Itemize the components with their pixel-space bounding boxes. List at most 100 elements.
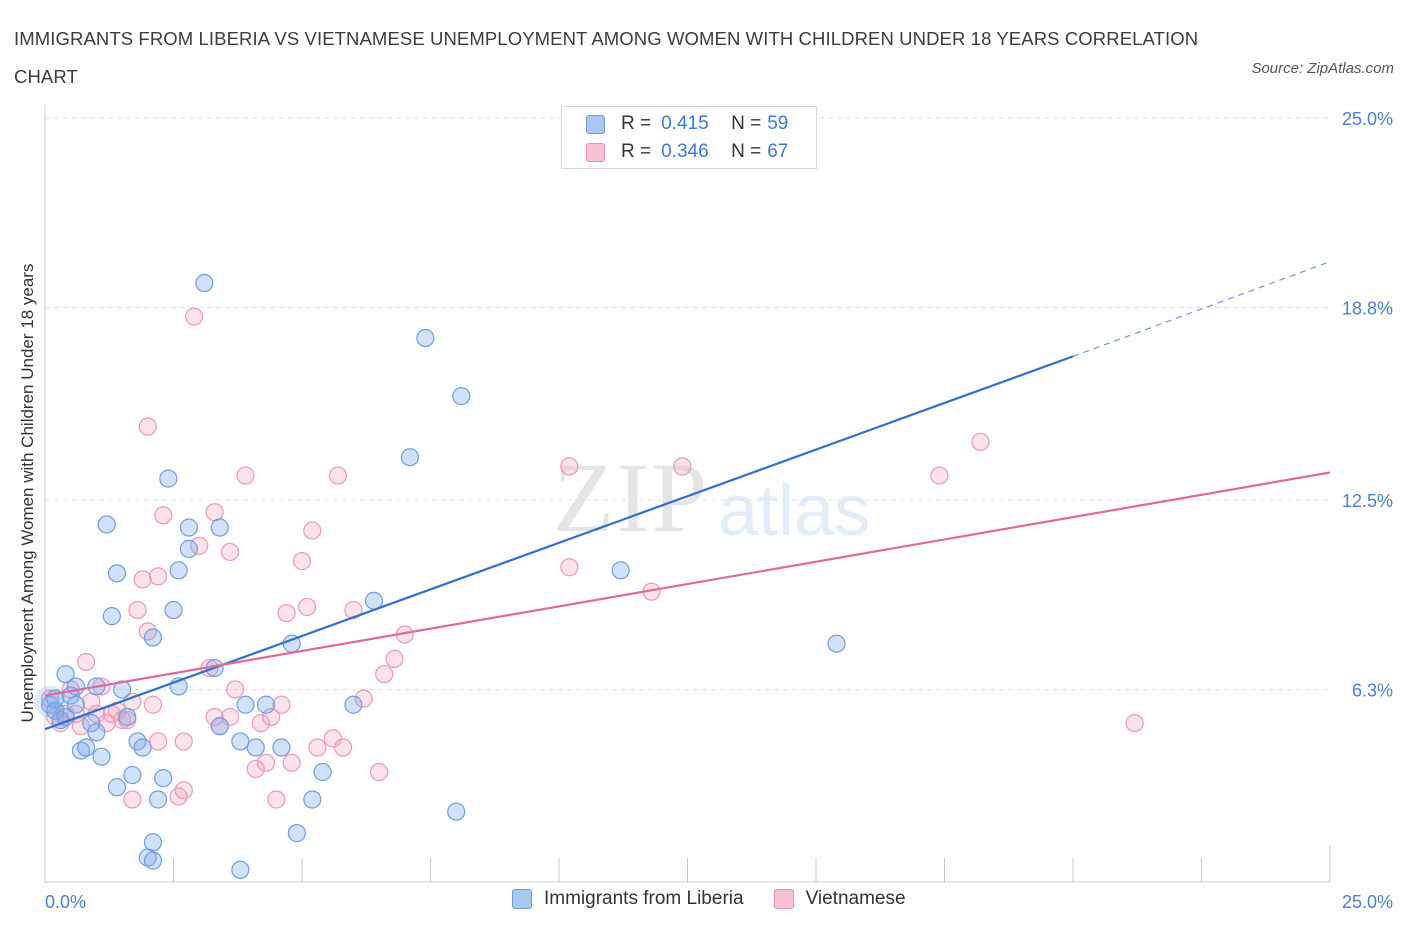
data-point-vietnamese: [385, 649, 404, 669]
data-point-liberia: [97, 515, 116, 534]
axes: [44, 105, 1331, 883]
data-point-liberia: [272, 738, 291, 757]
data-point-liberia: [344, 695, 363, 714]
data-point-vietnamese: [334, 738, 353, 757]
data-point-liberia: [827, 634, 846, 653]
data-point-liberia: [87, 723, 106, 742]
data-point-liberia: [66, 695, 85, 714]
data-point-vietnamese: [205, 707, 224, 727]
legend-n-value-vietnamese: 67: [767, 141, 789, 162]
data-point-vietnamese: [246, 759, 265, 779]
legend-label-liberia: Immigrants from Liberia: [544, 888, 744, 909]
data-point-liberia: [303, 790, 322, 809]
source-label: Source: ZipAtlas.com: [1251, 60, 1394, 77]
legend-n-label: N =: [731, 141, 762, 162]
data-point-vietnamese: [148, 567, 168, 586]
data-point-vietnamese: [308, 738, 327, 757]
data-point-liberia: [231, 732, 250, 751]
series-legend: Immigrants from Liberia Vietnamese: [512, 888, 936, 910]
data-point-liberia: [452, 386, 471, 406]
data-point-liberia: [210, 717, 229, 736]
data-point-vietnamese: [375, 665, 394, 684]
legend-label-vietnamese: Vietnamese: [805, 888, 906, 909]
data-point-vietnamese: [71, 717, 91, 736]
data-point-vietnamese: [323, 729, 342, 748]
data-point-vietnamese: [133, 570, 152, 589]
legend-n-value-liberia: 59: [767, 113, 789, 134]
tick-labels: 6.3% 12.5% 18.8% 25.0% 0.0% 25.0%: [45, 109, 1393, 912]
data-point-vietnamese: [292, 552, 312, 571]
data-point-liberia: [123, 765, 142, 785]
data-point-liberia: [112, 680, 132, 699]
data-point-vietnamese: [77, 652, 96, 672]
trend-line-liberia: [44, 355, 1074, 731]
data-point-liberia: [179, 518, 199, 537]
legend-item-vietnamese: Vietnamese: [773, 888, 906, 910]
y-tick-label: 18.8%: [1342, 298, 1393, 318]
data-point-vietnamese: [971, 432, 990, 452]
data-point-liberia: [231, 860, 250, 879]
legend-r-value-vietnamese: 0.346: [661, 141, 709, 162]
legend-r-value-liberia: 0.415: [661, 113, 709, 134]
legend-item-liberia: Immigrants from Liberia: [512, 888, 744, 910]
data-point-liberia: [82, 713, 101, 733]
data-point-vietnamese: [138, 417, 157, 436]
data-point-liberia: [256, 695, 276, 714]
x-tick-label: 0.0%: [45, 892, 86, 912]
grid-lines: [45, 117, 1330, 690]
legend-swatch-liberia: [512, 889, 532, 909]
data-point-vietnamese: [205, 503, 224, 522]
data-point-vietnamese: [370, 762, 389, 782]
data-point-vietnamese: [174, 781, 193, 800]
x-tick-label: 25.0%: [1342, 892, 1393, 912]
data-points: [34, 121, 1144, 879]
correlation-legend: R = 0.415 N = 59 R = 0.346 N = 67: [561, 106, 817, 169]
data-point-vietnamese: [251, 713, 270, 733]
data-point-vietnamese: [256, 753, 276, 772]
data-point-vietnamese: [560, 457, 579, 476]
data-point-liberia: [148, 790, 168, 809]
data-point-vietnamese: [236, 466, 255, 485]
data-point-vietnamese: [298, 597, 317, 617]
data-point-vietnamese: [220, 707, 240, 727]
data-point-vietnamese: [184, 307, 204, 326]
data-point-vietnamese: [354, 689, 373, 708]
data-point-liberia: [143, 833, 163, 852]
data-point-liberia: [236, 695, 255, 714]
data-point-liberia: [46, 701, 65, 720]
data-point-liberia: [102, 607, 121, 626]
data-point-liberia: [210, 518, 229, 537]
data-point-liberia: [118, 707, 137, 727]
y-tick-label: 12.5%: [1342, 491, 1393, 511]
data-point-liberia: [179, 539, 199, 558]
legend-n-label: N =: [731, 113, 762, 134]
data-point-liberia: [164, 600, 183, 620]
data-point-liberia: [287, 824, 306, 843]
data-point-liberia: [169, 561, 188, 580]
data-point-liberia: [447, 802, 466, 821]
data-point-vietnamese: [154, 506, 173, 525]
data-point-liberia: [143, 628, 163, 647]
data-point-vietnamese: [123, 790, 142, 809]
legend-row-liberia: R = 0.415 N = 59: [586, 111, 788, 137]
trend-line-vietnamese: [44, 471, 1331, 697]
data-point-vietnamese: [673, 457, 692, 476]
data-point-vietnamese: [930, 466, 949, 485]
data-point-liberia: [195, 273, 214, 293]
legend-row-vietnamese: R = 0.346 N = 67: [586, 139, 788, 165]
data-point-liberia: [71, 741, 91, 760]
data-point-liberia: [143, 851, 163, 870]
y-tick-label: 25.0%: [1342, 109, 1393, 129]
trend-lines: [44, 261, 1331, 731]
data-point-vietnamese: [143, 695, 163, 714]
data-point-vietnamese: [112, 710, 132, 730]
data-point-liberia: [107, 564, 127, 583]
data-point-vietnamese: [328, 466, 348, 485]
data-point-vietnamese: [174, 732, 193, 751]
data-point-vietnamese: [220, 542, 240, 562]
data-point-liberia: [92, 747, 111, 766]
data-point-liberia: [611, 561, 630, 580]
data-point-vietnamese: [148, 732, 168, 751]
data-point-vietnamese: [282, 753, 301, 772]
